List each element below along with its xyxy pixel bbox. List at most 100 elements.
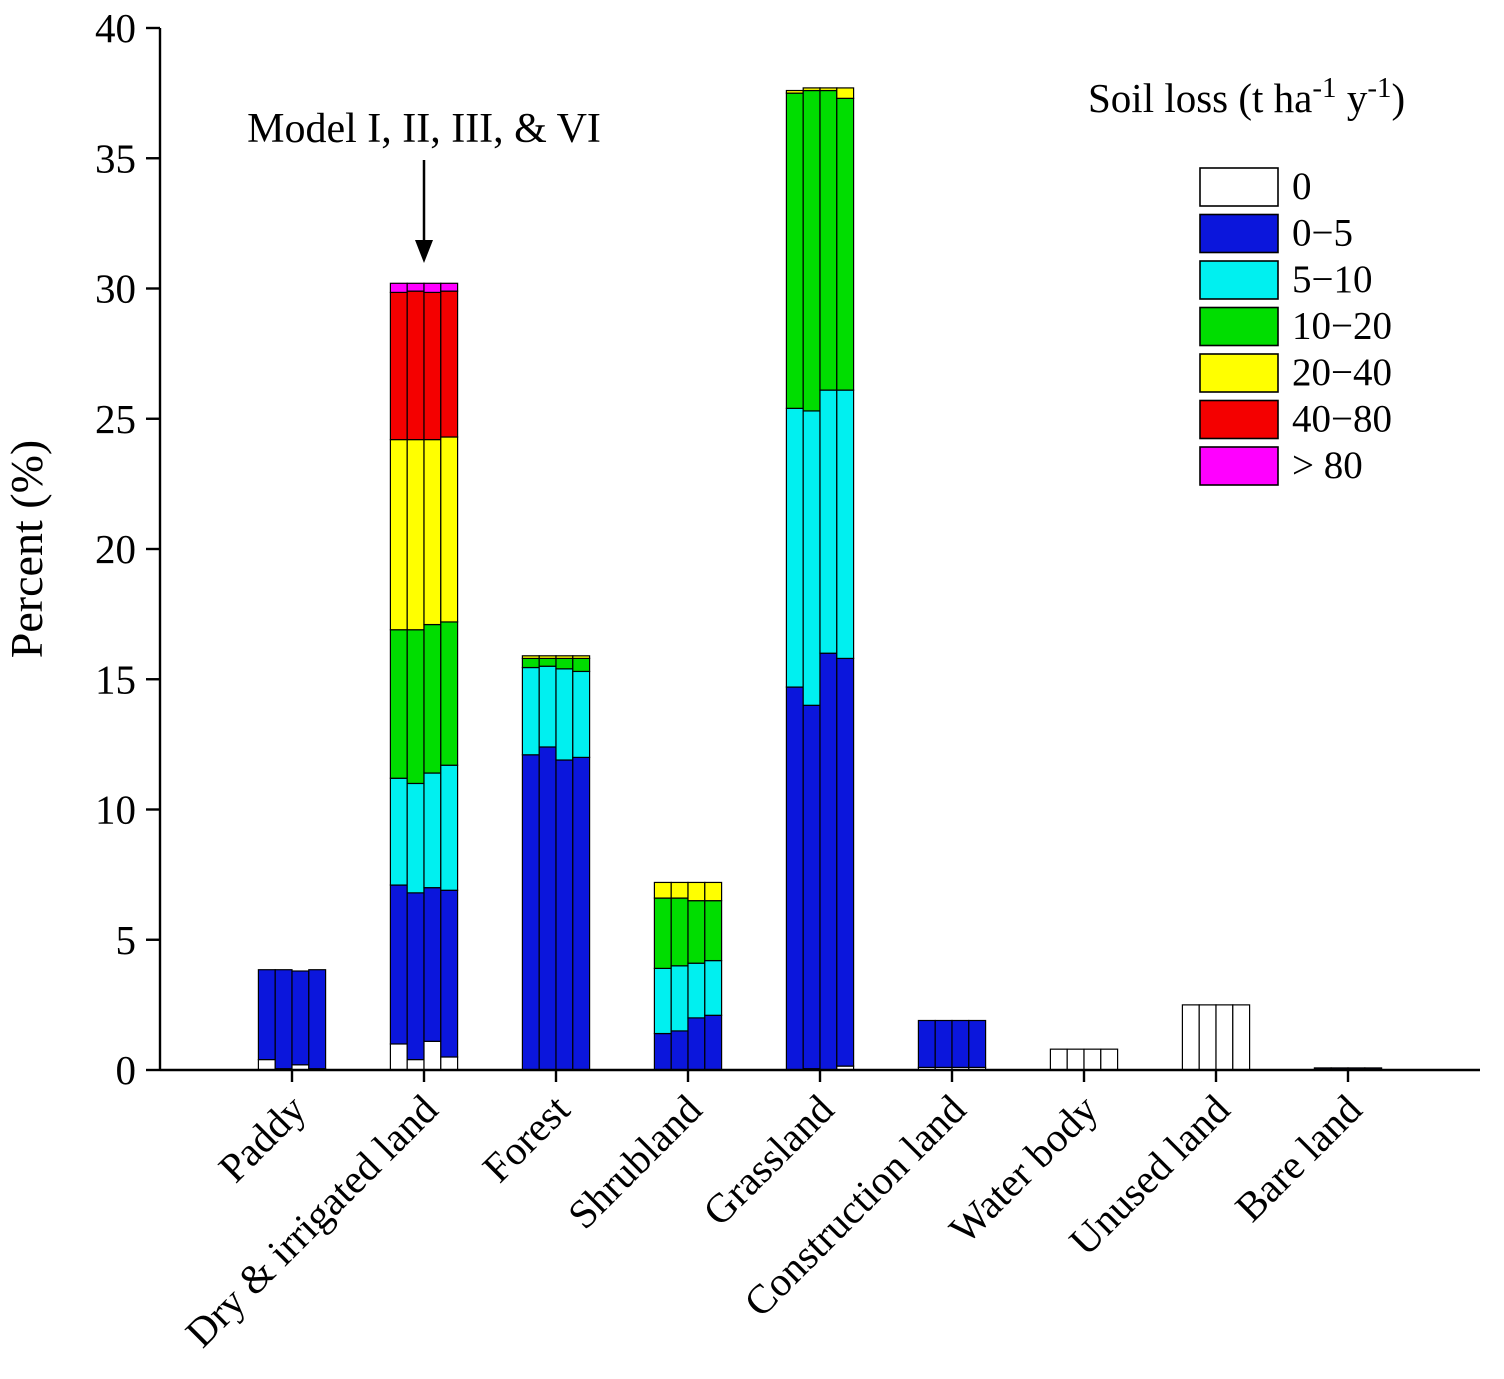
bar-segment — [670, 1030, 689, 1071]
bar-segment — [572, 756, 591, 1071]
bar-segment — [704, 900, 723, 962]
bar-segment — [440, 436, 459, 623]
bar-segment — [406, 892, 425, 1061]
bar-segment — [406, 1058, 425, 1071]
bar-group-1 — [257, 969, 327, 1071]
x-category-label: Dry & irrigated land — [176, 1086, 446, 1356]
bar-group-4 — [653, 881, 723, 1071]
bar-segment — [785, 407, 804, 688]
bar-segment — [555, 759, 574, 1071]
bar-segment — [1198, 1004, 1217, 1071]
bar-segment — [257, 1058, 276, 1071]
bar-group-6 — [917, 1019, 987, 1071]
bar-segment — [670, 965, 689, 1032]
y-tick-label: 35 — [95, 135, 136, 181]
bar-segment — [653, 881, 672, 899]
bar-segment — [819, 87, 838, 92]
bar-segment — [521, 666, 540, 756]
bar-segment — [836, 657, 855, 1067]
bar-segment — [572, 657, 591, 673]
bar-group-8 — [1181, 1004, 1251, 1071]
bar-segment — [802, 89, 821, 412]
x-category-label: Paddy — [209, 1085, 314, 1190]
x-category-label: Forest — [473, 1085, 578, 1190]
y-axis-title: Percent (%) — [1, 440, 52, 658]
bar-segment — [1066, 1048, 1085, 1071]
bar-segment — [406, 629, 425, 785]
legend-swatch — [1199, 167, 1279, 207]
legend-swatch — [1199, 353, 1279, 393]
bar-segment — [1215, 1004, 1234, 1071]
bar-segment — [687, 881, 706, 902]
bar-segment — [274, 969, 293, 1070]
bar-segment — [389, 282, 408, 294]
bar-segment — [406, 782, 425, 894]
bar-segment — [836, 389, 855, 660]
legend-label: 0−5 — [1292, 212, 1353, 255]
bar-segment — [538, 665, 557, 748]
x-category-label: Bare land — [1226, 1086, 1370, 1230]
bar-segment — [389, 1043, 408, 1071]
legend-label: 0 — [1292, 165, 1312, 208]
legend-title: Soil loss (t ha-1 y-1) — [1088, 72, 1405, 121]
bar-segment — [389, 291, 408, 441]
bar-group-3 — [521, 655, 591, 1071]
bar-segment — [440, 621, 459, 766]
bar-segment — [406, 438, 425, 631]
bar-segment — [687, 1017, 706, 1071]
bar-segment — [687, 962, 706, 1019]
bar-group-2 — [389, 282, 459, 1071]
bar-segment — [572, 655, 591, 660]
bar-segment — [951, 1019, 970, 1068]
bar-segment — [423, 887, 442, 1042]
bar-segment — [785, 686, 804, 1071]
bar-segment — [538, 655, 557, 660]
bar-segment — [1049, 1048, 1068, 1071]
bar-segment — [653, 967, 672, 1035]
bar-segment — [389, 884, 408, 1045]
bar-group-7 — [1049, 1048, 1119, 1071]
legend-swatch — [1199, 260, 1279, 300]
bar-segment — [423, 291, 442, 441]
x-category-label: Construction land — [735, 1086, 974, 1325]
bar-segment — [423, 772, 442, 889]
bar-segment — [687, 900, 706, 964]
bar-segment — [653, 1032, 672, 1071]
y-tick-label: 15 — [95, 656, 136, 702]
legend-label: 40−80 — [1292, 398, 1392, 441]
bar-segment — [423, 1040, 442, 1071]
bar-segment — [819, 652, 838, 1071]
bar-segment — [521, 657, 540, 669]
bar-segment — [538, 657, 557, 667]
y-tick-label: 5 — [116, 917, 137, 963]
bar-segment — [704, 959, 723, 1016]
bar-segment — [555, 657, 574, 670]
bar-group-5 — [785, 87, 855, 1071]
bar-segment — [670, 897, 689, 967]
legend-label: 10−20 — [1292, 305, 1392, 348]
bar-segment — [1181, 1004, 1200, 1071]
y-tick-label: 30 — [95, 266, 136, 312]
legend-swatch — [1199, 213, 1279, 254]
bar-segment — [440, 290, 459, 438]
bar-segment — [423, 438, 442, 626]
bar-segment — [704, 881, 723, 902]
bar-segment — [389, 629, 408, 779]
bar-segment — [440, 1056, 459, 1071]
bar-segment — [308, 969, 327, 1070]
bars-layer — [257, 87, 1383, 1071]
bar-segment — [934, 1019, 953, 1068]
bar-segment — [423, 623, 442, 774]
legend-swatch — [1199, 446, 1279, 486]
bar-segment — [572, 670, 591, 758]
annotation-text: Model I, II, III, & VI — [247, 106, 601, 152]
y-tick-label: 20 — [95, 526, 136, 572]
annotation-arrow-head — [415, 240, 433, 263]
legend-label: 20−40 — [1292, 351, 1392, 394]
bar-segment — [1232, 1004, 1251, 1071]
x-category-label: Shrubland — [559, 1086, 711, 1238]
bar-segment — [440, 764, 459, 891]
legend-swatch — [1199, 306, 1279, 347]
